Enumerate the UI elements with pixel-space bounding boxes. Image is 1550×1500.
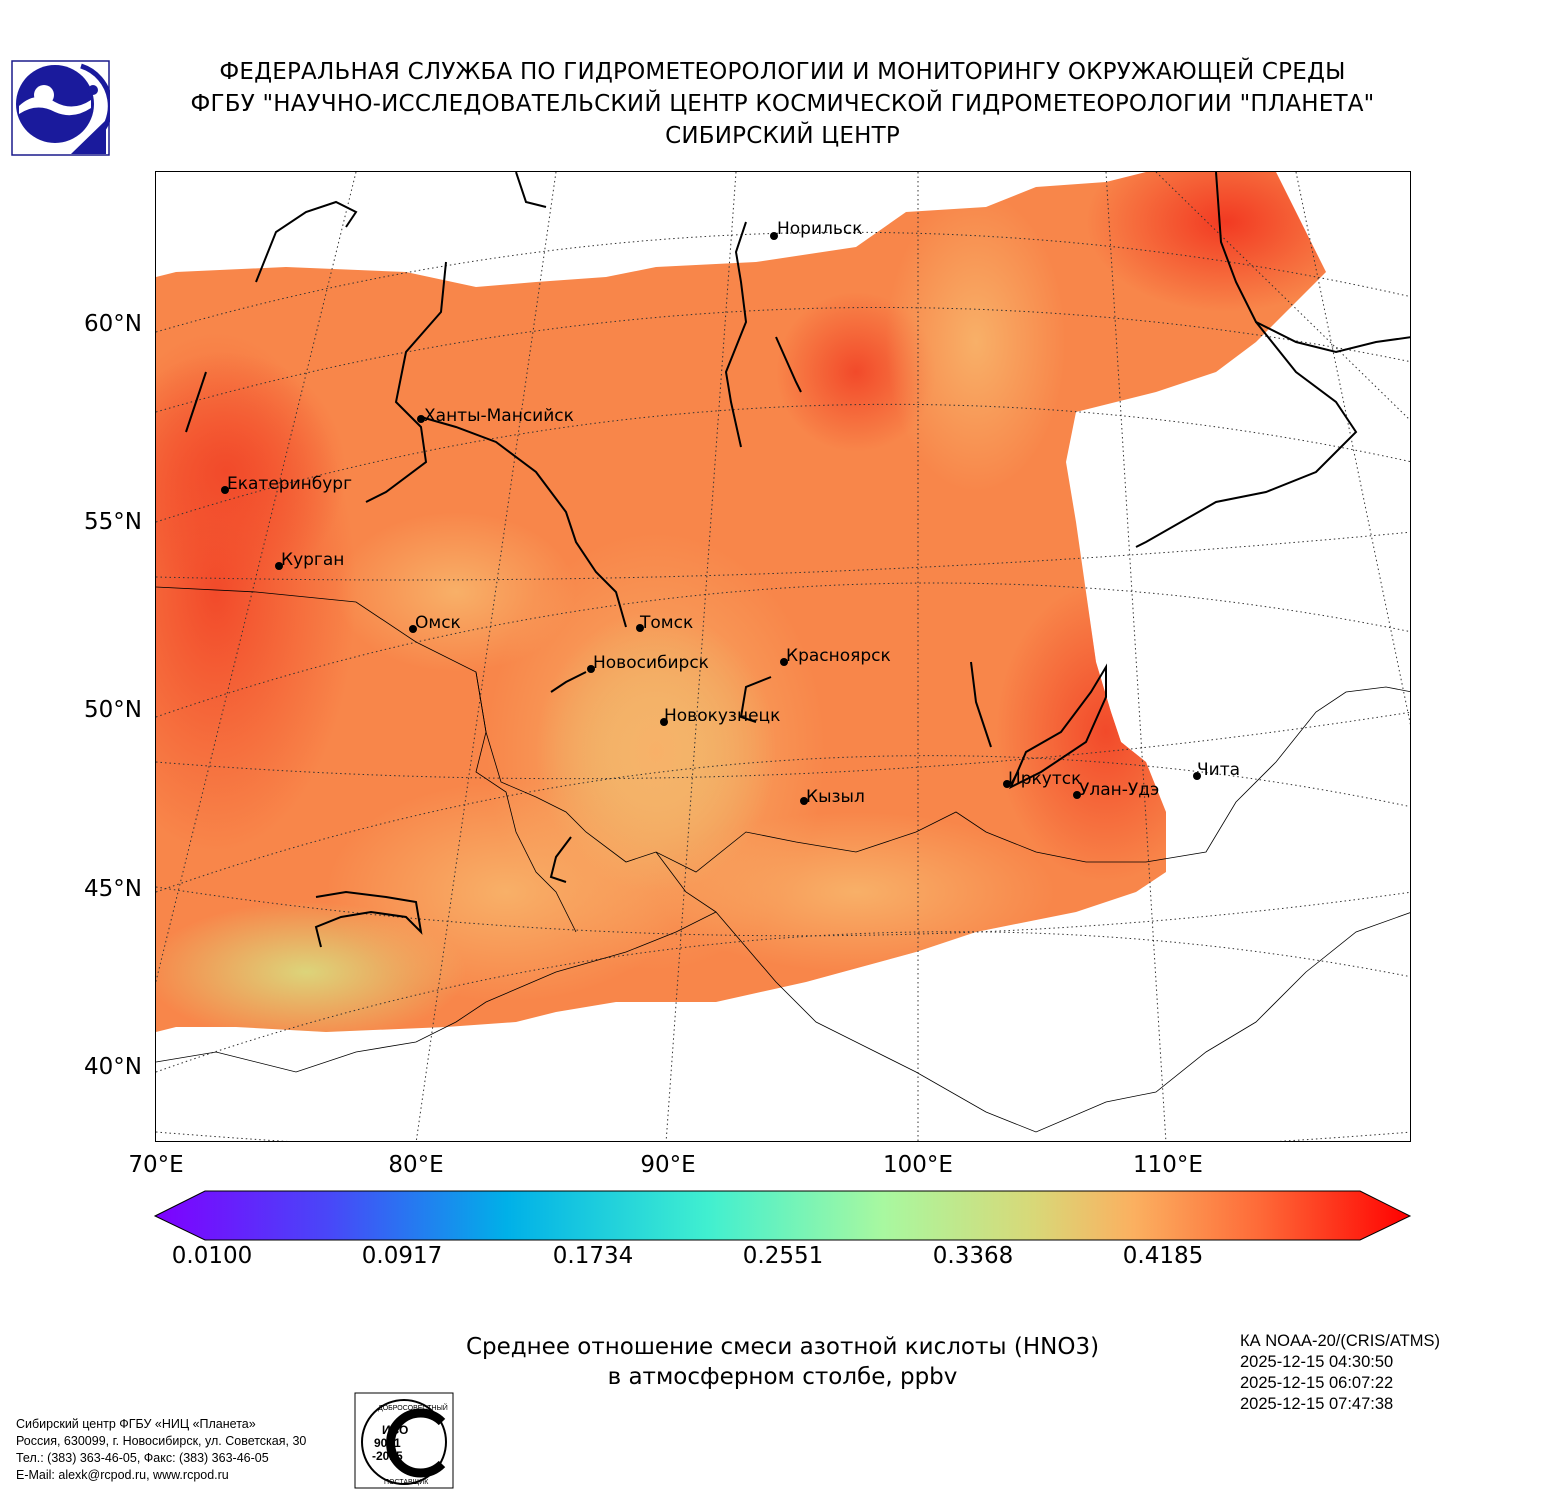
svg-text:Улан-Удэ: Улан-Удэ — [1079, 780, 1159, 800]
lat-label-55: 55°N — [84, 509, 142, 535]
header-title: ФЕДЕРАЛЬНАЯ СЛУЖБА ПО ГИДРОМЕТЕОРОЛОГИИ … — [130, 56, 1435, 152]
svg-text:ДОБРОСОВЕСТНЫЙ: ДОБРОСОВЕСТНЫЙ — [378, 1403, 448, 1412]
city-chita[interactable]: Чита — [1193, 760, 1240, 780]
svg-text:Кызыл: Кызыл — [806, 787, 865, 807]
header-line-2: ФГБУ "НАУЧНО-ИССЛЕДОВАТЕЛЬСКИЙ ЦЕНТР КОС… — [190, 91, 1375, 117]
colorbar-tick-2: 0.0917 — [361, 1243, 443, 1269]
satellite-time-1: 2025-12-15 04:30:50 — [1240, 1353, 1394, 1371]
satellite-time-3: 2025-12-15 07:47:38 — [1240, 1395, 1394, 1413]
svg-text:Красноярск: Красноярск — [786, 646, 891, 666]
colorbar-tick-3: 0.1734 — [552, 1243, 634, 1269]
city-khanty-mansiysk[interactable]: Ханты-Мансийск — [417, 406, 574, 426]
svg-text:Курган: Курган — [281, 550, 344, 570]
city-tomsk[interactable]: Томск — [636, 613, 693, 633]
city-norilsk[interactable]: Норильск — [770, 219, 863, 240]
city-irkutsk[interactable]: Иркутск — [1003, 769, 1081, 789]
city-krasnoyarsk[interactable]: Красноярск — [780, 646, 891, 666]
map-area: Норильск Ханты-Мансийск Екатеринбург Кур… — [155, 171, 1411, 1142]
lat-label-40: 40°N — [84, 1054, 142, 1080]
city-ulan-ude[interactable]: Улан-Удэ — [1073, 780, 1159, 800]
header-line-1: ФЕДЕРАЛЬНАЯ СЛУЖБА ПО ГИДРОМЕТЕОРОЛОГИИ … — [219, 59, 1346, 85]
graticule — [156, 172, 1410, 1141]
lon-label-110: 110°E — [1133, 1152, 1203, 1178]
footer-line-1: Сибирский центр ФГБУ «НИЦ «Планета» — [16, 1417, 256, 1431]
satellite-name: КА NOAA-20/(CRIS/ATMS) — [1240, 1332, 1440, 1350]
hno3-field — [156, 172, 1326, 1032]
lon-label-70: 70°E — [128, 1152, 184, 1178]
planeta-logo — [11, 60, 110, 156]
satellite-time-2: 2025-12-15 06:07:22 — [1240, 1374, 1394, 1392]
lat-label-60: 60°N — [84, 311, 142, 337]
svg-text:ИСО: ИСО — [382, 1423, 408, 1437]
svg-text:Ханты-Мансийск: Ханты-Мансийск — [424, 406, 574, 426]
svg-text:Чита: Чита — [1197, 760, 1240, 780]
satellite-info: КА NOAA-20/(CRIS/ATMS) 2025-12-15 04:30:… — [1240, 1331, 1440, 1415]
svg-text:Екатеринбург: Екатеринбург — [227, 474, 352, 494]
rivers — [185, 172, 1410, 948]
svg-text:Норильск: Норильск — [777, 219, 863, 239]
city-novosibirsk[interactable]: Новосибирск — [587, 653, 709, 673]
colorbar — [153, 1190, 1412, 1241]
cities: Норильск Ханты-Мансийск Екатеринбург Кур… — [221, 219, 1240, 807]
map-caption: Среднее отношение смеси азотной кислоты … — [380, 1332, 1185, 1392]
caption-line-2: в атмосферном столбе, ppbv — [607, 1364, 958, 1390]
city-novokuznetsk[interactable]: Новокузнецк — [660, 706, 780, 726]
svg-text:Омск: Омск — [415, 613, 461, 633]
colorbar-tick-6: 0.4185 — [1122, 1243, 1204, 1269]
colorbar-tick-5: 0.3368 — [932, 1243, 1014, 1269]
svg-text:Новосибирск: Новосибирск — [593, 653, 709, 673]
header-line-3: СИБИРСКИЙ ЦЕНТР — [665, 123, 900, 149]
svg-text:Новокузнецк: Новокузнецк — [664, 706, 780, 726]
iso-9001-logo: ИСО 9001 -2015 ДОБРОСОВЕСТНЫЙ ПОСТАВЩИК — [354, 1392, 454, 1489]
svg-text:Иркутск: Иркутск — [1008, 769, 1081, 789]
city-kurgan[interactable]: Курган — [275, 550, 344, 570]
svg-text:Томск: Томск — [639, 613, 693, 633]
footer-line-2: Россия, 630099, г. Новосибирск, ул. Сове… — [16, 1434, 307, 1448]
footer-contacts: Сибирский центр ФГБУ «НИЦ «Планета» Росс… — [16, 1416, 306, 1484]
svg-text:-2015: -2015 — [372, 1449, 403, 1463]
caption-line-1: Среднее отношение смеси азотной кислоты … — [465, 1334, 1100, 1360]
svg-text:ПОСТАВЩИК: ПОСТАВЩИК — [384, 1479, 429, 1486]
borders — [156, 586, 1410, 1133]
map-canvas: Норильск Ханты-Мансийск Екатеринбург Кур… — [156, 172, 1410, 1141]
lon-label-90: 90°E — [640, 1152, 696, 1178]
lat-label-45: 45°N — [84, 876, 142, 902]
colorbar-tick-1: 0.0100 — [171, 1243, 253, 1269]
footer-line-3: Тел.: (383) 363-46-05, Факс: (383) 363-4… — [16, 1451, 269, 1465]
lat-label-50: 50°N — [84, 697, 142, 723]
city-omsk[interactable]: Омск — [409, 613, 461, 633]
footer-line-4: E-Mail: alexk@rcpod.ru, www.rcpod.ru — [16, 1468, 229, 1482]
svg-text:9001: 9001 — [374, 1436, 401, 1450]
lon-label-100: 100°E — [883, 1152, 953, 1178]
city-kyzyl[interactable]: Кызыл — [800, 787, 865, 807]
lon-label-80: 80°E — [388, 1152, 444, 1178]
colorbar-tick-4: 0.2551 — [742, 1243, 824, 1269]
city-ekaterinburg[interactable]: Екатеринбург — [221, 474, 352, 494]
